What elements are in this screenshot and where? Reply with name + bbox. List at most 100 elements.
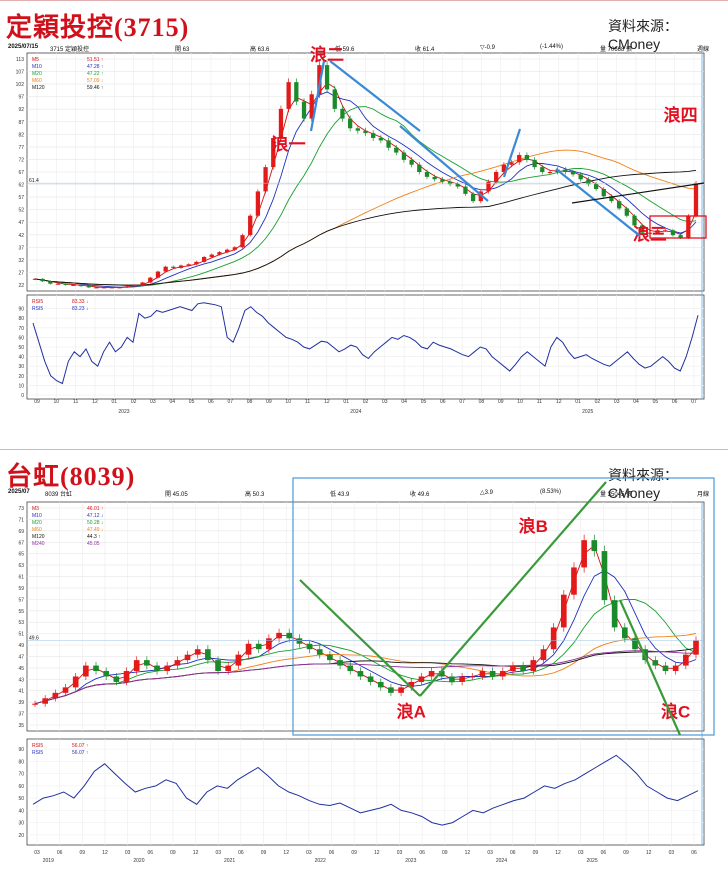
candle-body <box>670 230 676 236</box>
header-close: 收 49.6 <box>410 492 430 498</box>
wave-arrow <box>329 60 421 132</box>
x-tick-label: 12 <box>92 399 98 405</box>
header-period: 週線 <box>697 47 710 53</box>
candle-body <box>570 172 576 175</box>
y-tick-label: 72 <box>18 157 24 163</box>
candle-body <box>144 660 150 666</box>
osc-legend-value: 83.23 ↓ <box>72 306 88 312</box>
x-tick-label: 05 <box>421 399 427 405</box>
candle-body <box>401 152 407 160</box>
candle-body <box>32 278 38 280</box>
trend-line <box>571 182 705 204</box>
ma-legend-name: M20 <box>32 520 42 526</box>
x-tick-label: 10 <box>285 399 291 405</box>
candle-body <box>520 665 526 672</box>
candle-body <box>94 287 99 289</box>
osc-y-tick-label: 50 <box>18 345 24 351</box>
osc-y-tick-label: 40 <box>18 355 24 361</box>
y-tick-label: 45 <box>18 666 24 672</box>
ma-legend-name: M20 <box>32 71 42 77</box>
ma-legend-name: M5 <box>32 57 39 63</box>
candle-body <box>62 687 69 693</box>
x-tick-label: 11 <box>305 399 310 405</box>
year-label: 2023 <box>118 409 129 415</box>
candle-body <box>424 172 430 177</box>
x-tick-label: 10 <box>54 399 60 405</box>
candle-body <box>662 665 669 672</box>
candle-body <box>306 643 313 650</box>
candle-body <box>271 138 276 168</box>
y-tick-label: 39 <box>18 700 24 706</box>
candle-body <box>171 266 176 268</box>
candle-body <box>327 654 333 661</box>
wave-arrow <box>618 599 682 736</box>
header-open: 開 63 <box>175 47 190 53</box>
candle-body <box>52 692 59 699</box>
y-tick-label: 59 <box>18 586 24 592</box>
candle-body <box>591 540 598 552</box>
candle-body <box>194 261 199 265</box>
osc-legend-name: RSI5 <box>32 750 43 756</box>
candle-body <box>499 671 506 677</box>
x-tick-label: 02 <box>363 399 369 405</box>
candle-body <box>693 640 699 655</box>
x-tick-label: 06 <box>147 850 153 856</box>
x-tick-label: 12 <box>283 850 289 856</box>
candle-body <box>355 128 360 131</box>
candle-body <box>655 230 660 233</box>
candle-body <box>132 284 138 287</box>
header-volume: 量 70668 張 <box>600 47 633 53</box>
wave-arrow <box>299 579 421 697</box>
oscillator-line <box>32 754 699 826</box>
osc-y-tick-label: 30 <box>18 821 24 827</box>
x-tick-label: 12 <box>555 850 561 856</box>
candle-body <box>489 671 496 677</box>
x-tick-label: 09 <box>351 850 357 856</box>
moving-average-line <box>34 599 697 705</box>
ma-legend-value: 50.28 ↓ <box>87 520 103 526</box>
y-tick-label: 32 <box>18 258 24 264</box>
candle-body <box>174 660 181 666</box>
candle-body <box>459 676 465 682</box>
y-tick-label: 82 <box>18 132 24 138</box>
candle-body <box>547 172 553 173</box>
x-tick-label: 02 <box>595 399 601 405</box>
candle-body <box>164 665 171 672</box>
candle-body <box>609 196 614 202</box>
candle-body <box>225 249 230 253</box>
candle-body <box>245 643 252 655</box>
moving-average-line <box>34 570 697 705</box>
x-tick-label: 12 <box>374 850 380 856</box>
ma-legend-value: 57.09 ↓ <box>87 78 103 84</box>
candle-body <box>140 282 145 285</box>
y-tick-label: 67 <box>18 540 24 546</box>
x-tick-label: 07 <box>691 399 697 405</box>
candle-body <box>155 271 161 278</box>
candle-body <box>540 649 547 661</box>
candle-body <box>371 133 376 138</box>
candle-body <box>683 654 689 666</box>
candle-body <box>337 660 343 666</box>
candle-body <box>83 665 89 677</box>
candle-body <box>517 155 522 163</box>
y-tick-label: 57 <box>18 597 24 603</box>
candle-body <box>663 230 668 232</box>
candle-body <box>363 130 368 134</box>
x-tick-label: 06 <box>440 399 446 405</box>
candle-body <box>601 551 608 601</box>
candle-body <box>296 638 303 644</box>
year-label: 2025 <box>586 858 597 864</box>
x-tick-label: 11 <box>73 399 78 405</box>
data-source: 資料來源：CMoney <box>608 467 678 501</box>
y-tick-label: 47 <box>18 654 24 660</box>
oscillator-line <box>32 302 699 385</box>
candle-body <box>394 147 399 153</box>
x-tick-label: 03 <box>215 850 221 856</box>
candle-body <box>479 671 486 677</box>
x-tick-label: 03 <box>125 850 131 856</box>
x-tick-label: 09 <box>623 850 629 856</box>
candle-body <box>678 235 683 238</box>
x-tick-label: 12 <box>193 850 199 856</box>
candle-body <box>455 184 460 187</box>
y-tick-label: 87 <box>18 120 24 126</box>
